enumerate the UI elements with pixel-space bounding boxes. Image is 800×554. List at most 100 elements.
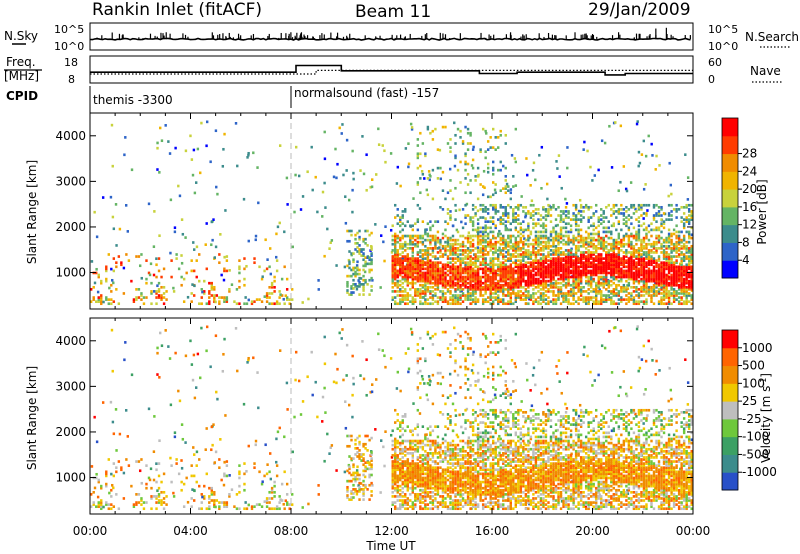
- power-cell: [617, 298, 621, 301]
- power-cell: [667, 271, 671, 275]
- power-cell: [273, 290, 276, 293]
- power-cell: [642, 279, 646, 283]
- power-cell: [557, 294, 560, 297]
- power-cell: [552, 285, 555, 289]
- power-cell: [454, 249, 457, 252]
- power-cell: [607, 249, 610, 252]
- power-cell: [494, 298, 497, 301]
- power-cell: [507, 251, 510, 254]
- power-cell: [431, 236, 435, 240]
- power-cell: [100, 298, 103, 301]
- velocity-cell: [243, 472, 246, 476]
- power-cell: [332, 175, 336, 179]
- power-cell: [396, 302, 399, 306]
- power-cell: [552, 275, 555, 279]
- power-cell: [434, 292, 437, 295]
- power-cell: [665, 275, 668, 279]
- power-cell: [115, 244, 118, 247]
- power-cell: [667, 234, 671, 238]
- power-cell: [562, 298, 565, 301]
- power-cell: [682, 302, 686, 306]
- velocity-cell: [458, 413, 461, 417]
- colorbar-swatch: [722, 189, 738, 208]
- power-cell: [464, 154, 467, 158]
- power-cell: [401, 294, 404, 297]
- power-cell: [441, 267, 445, 271]
- freq-right-tick-bottom: 0: [708, 73, 715, 86]
- power-cell: [411, 247, 414, 250]
- velocity-cell: [205, 349, 208, 353]
- power-cell: [569, 261, 573, 265]
- power-cell: [672, 247, 676, 250]
- power-cell: [492, 205, 495, 209]
- power-cell: [469, 133, 472, 137]
- velocity-cell: [448, 372, 452, 376]
- power-cell: [429, 228, 432, 232]
- power-cell: [605, 296, 608, 299]
- power-cell: [120, 261, 123, 265]
- power-cell: [617, 261, 621, 265]
- power-cell: [670, 294, 673, 297]
- power-cell: [615, 263, 618, 267]
- power-cell: [469, 298, 472, 301]
- power-cell: [650, 300, 653, 303]
- power-cell: [512, 255, 515, 258]
- velocity-cell: [145, 464, 148, 467]
- power-cell: [492, 166, 495, 170]
- power-cell: [105, 277, 108, 281]
- power-cell: [323, 157, 327, 161]
- power-cell: [554, 302, 558, 306]
- power-cell: [600, 302, 603, 306]
- power-cell: [401, 296, 404, 299]
- power-cell: [559, 277, 563, 281]
- power-cell: [92, 296, 95, 299]
- power-cell: [669, 183, 673, 187]
- velocity-cell: [646, 414, 649, 417]
- velocity-cell: [182, 505, 186, 508]
- power-cell: [396, 261, 399, 265]
- power-cell: [519, 285, 523, 289]
- velocity-cell: [351, 354, 354, 358]
- power-cell: [466, 148, 470, 151]
- power-cell: [459, 267, 462, 271]
- power-cell: [519, 273, 523, 277]
- velocity-cell: [115, 493, 118, 496]
- power-cell: [569, 251, 573, 254]
- power-cell: [476, 271, 480, 275]
- power-cell: [632, 277, 636, 281]
- power-cell: [554, 283, 558, 287]
- power-cell: [195, 245, 199, 249]
- power-cell: [569, 269, 573, 273]
- power-cell: [622, 218, 626, 221]
- power-cell: [492, 222, 495, 226]
- power-cell: [647, 253, 651, 256]
- power-cell: [504, 279, 507, 283]
- power-cell: [127, 259, 131, 262]
- power-cell: [672, 255, 676, 258]
- power-cell: [439, 273, 442, 277]
- power-cell: [647, 279, 651, 283]
- power-cell: [622, 269, 626, 273]
- power-cell: [675, 298, 678, 301]
- power-cell: [404, 242, 407, 246]
- power-cell: [540, 145, 544, 149]
- power-cell: [662, 255, 666, 258]
- power-cell: [446, 300, 450, 303]
- power-cell: [414, 271, 417, 275]
- power-cell: [499, 222, 502, 226]
- power-cell: [657, 269, 661, 273]
- power-cell: [476, 174, 480, 178]
- power-cell: [544, 283, 548, 287]
- power-cell: [512, 269, 515, 273]
- power-cell: [469, 283, 472, 287]
- power-cell: [419, 236, 422, 240]
- power-cell: [499, 220, 502, 223]
- power-cell: [632, 279, 636, 283]
- power-cell: [522, 228, 525, 232]
- power-cell: [632, 290, 636, 293]
- power-cell: [519, 249, 523, 252]
- power-cell: [652, 285, 656, 289]
- power-cell: [399, 216, 402, 219]
- colorbar-tick-label: 16: [742, 200, 757, 214]
- power-cell: [394, 253, 397, 256]
